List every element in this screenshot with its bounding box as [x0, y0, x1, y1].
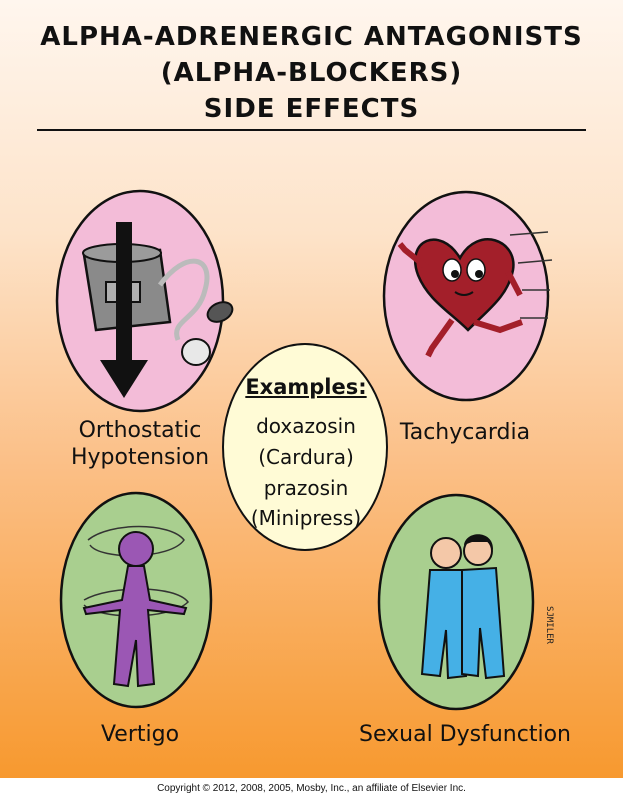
- vertigo-label: Vertigo: [100, 722, 180, 747]
- example-item: doxazosin: [256, 414, 356, 438]
- orthostatic-hypotension-label: Orthostatic Hypotension: [60, 417, 220, 471]
- sexual-dysfunction-label: Sexual Dysfunction: [359, 722, 571, 747]
- down-arrow-icon: [100, 222, 148, 398]
- artist-signature-graphic: SJMILER: [544, 606, 554, 645]
- heart-icon: [414, 238, 515, 332]
- dizzy-figure-icon: [82, 565, 188, 688]
- svg-text:SJMILER: SJMILER: [544, 606, 554, 645]
- examples-oval: [222, 343, 388, 551]
- example-item: (Cardura): [258, 445, 354, 469]
- title-line-1: ALPHA-ADRENERGIC ANTAGONISTS: [40, 22, 583, 52]
- dizzy-swirl-icon: [83, 525, 189, 617]
- dizzy-head-icon: [118, 531, 154, 567]
- stethoscope-tube-icon: [157, 258, 210, 341]
- orthostatic-label-line1: Orthostatic: [78, 418, 202, 443]
- example-item: (Minipress): [250, 506, 362, 530]
- illustration-canvas: [55, 189, 553, 711]
- speed-lines-icon: [509, 231, 553, 319]
- tachycardia-illustration: [382, 190, 553, 402]
- orthostatic-hypotension-illustration: [55, 189, 234, 413]
- copyright-notice: Copyright © 2012, 2008, 2005, Mosby, Inc…: [157, 783, 466, 794]
- title-divider: [37, 129, 586, 131]
- title-line-3: SIDE EFFECTS: [203, 94, 420, 124]
- orthostatic-label-line2: Hypotension: [70, 445, 210, 470]
- bald-head-icon: [430, 537, 462, 569]
- tachycardia-label: Tachycardia: [399, 420, 531, 445]
- examples-title: Examples:: [245, 375, 367, 399]
- vertigo-illustration: [59, 491, 213, 709]
- example-item: prazosin: [263, 476, 349, 500]
- title-line-2: (ALPHA-BLOCKERS): [160, 58, 463, 88]
- gauge-icon: [181, 338, 211, 366]
- sexual-dysfunction-illustration: [377, 493, 535, 711]
